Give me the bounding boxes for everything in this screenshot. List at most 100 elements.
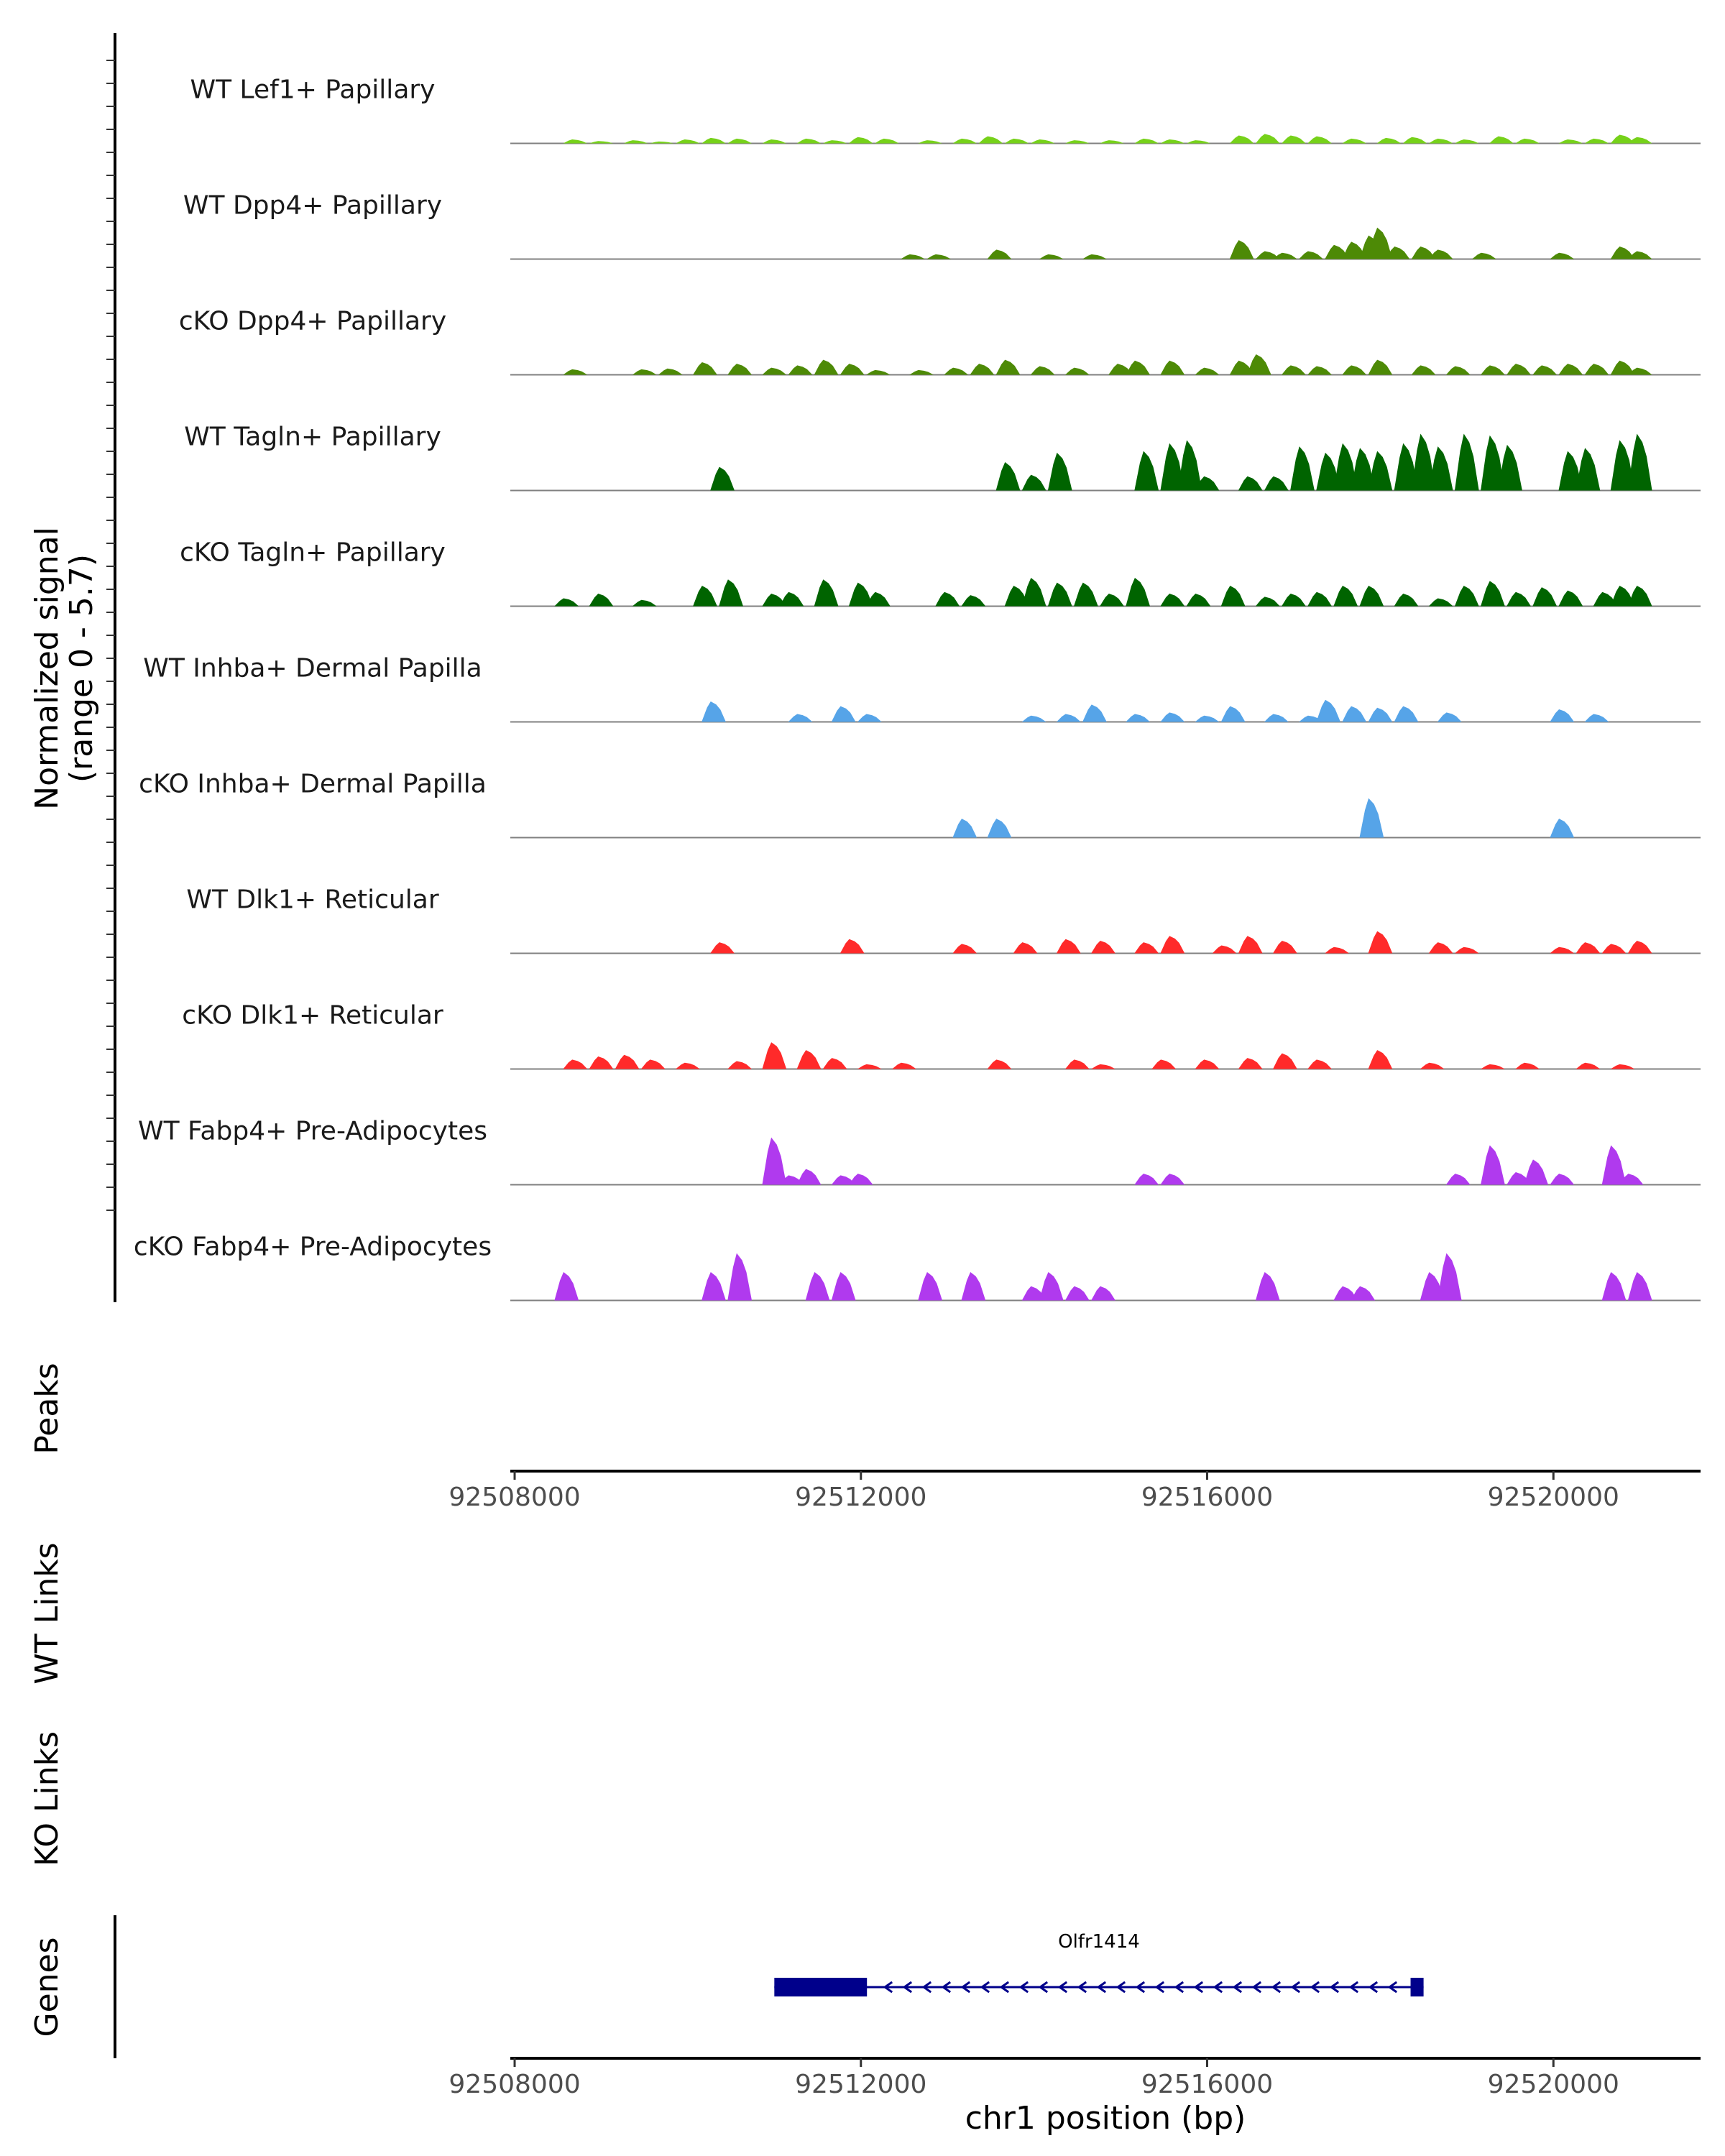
coverage-tracks: WT Lef1+ Papillary WT Dpp4+ Papillary cKO … (134, 75, 1701, 1302)
coverage-peak (987, 819, 1012, 838)
coverage-peak (693, 361, 717, 375)
coverage-peak (1064, 140, 1090, 144)
coverage-peak (554, 598, 579, 607)
coverage-peak (1506, 1171, 1531, 1185)
coverage-peak (987, 1059, 1012, 1069)
coverage-peak (1064, 1059, 1090, 1069)
coverage-peak (814, 579, 839, 607)
gene-strand-arrow (1310, 1981, 1320, 1994)
gene-utr-block (1410, 1978, 1424, 1996)
coverage-peak (1610, 246, 1635, 259)
coverage-peak (1454, 433, 1479, 491)
coverage-peak (1584, 138, 1609, 144)
gene-strand-arrow (980, 1981, 990, 1994)
coverage-peak (1126, 360, 1151, 375)
coverage-peak (1100, 140, 1124, 144)
gene-strand-arrow (902, 1981, 913, 1994)
coverage-peak (727, 138, 753, 144)
gene-strand-arrow (1387, 1981, 1398, 1994)
coverage-peak (796, 138, 822, 144)
gene-strand-arrow (1329, 1981, 1340, 1994)
coverage-peak (702, 1272, 726, 1301)
coverage-peak (1498, 444, 1522, 491)
coverage-peak (1160, 1174, 1185, 1185)
coverage-peak (589, 1056, 614, 1069)
coverage-peak (1064, 1286, 1090, 1301)
coverage-peak (1091, 940, 1116, 954)
coverage-peak (1584, 714, 1609, 722)
coverage-peak (1160, 360, 1185, 375)
track-3: cKO Dpp4+ Papillary (179, 307, 1701, 376)
coverage-peak (1021, 1286, 1046, 1301)
coverage-peak (1394, 593, 1419, 607)
coverage-peak (978, 136, 1003, 144)
coverage-peak (840, 364, 865, 375)
coverage-peak (1134, 451, 1159, 491)
coverage-peak (1004, 138, 1029, 144)
coverage-peak (1229, 240, 1254, 259)
coverage-peak (1004, 585, 1029, 607)
coverage-peak (710, 942, 735, 954)
coverage-peak (1610, 440, 1635, 491)
coverage-peak (1238, 1058, 1263, 1069)
coverage-peak (1385, 246, 1410, 259)
coverage-peak (676, 1062, 700, 1069)
coverage-peak (727, 364, 753, 375)
coverage-peak (1619, 1174, 1644, 1185)
coverage-peak (805, 1272, 830, 1301)
coverage-peak (1273, 252, 1297, 259)
coverage-peak (857, 714, 882, 722)
coverage-peak (1524, 1159, 1549, 1185)
coverage-peak (840, 939, 865, 954)
gene-strand-arrow (1038, 1981, 1049, 1994)
coverage-peak (1342, 138, 1367, 144)
coverage-peak (1420, 1272, 1445, 1301)
coverage-peak (1428, 942, 1453, 954)
coverage-peak (892, 1062, 916, 1069)
coverage-peak (1195, 367, 1220, 375)
coverage-peak (909, 369, 934, 375)
coverage-peak (848, 1174, 873, 1185)
coverage-peak (1282, 365, 1306, 375)
coverage-peak (1212, 945, 1237, 954)
track-label: WT Dlk1+ Reticular (186, 885, 438, 915)
coverage-peak (589, 593, 614, 607)
gene-strand-arrow (1290, 1981, 1301, 1994)
coverage-peak (1039, 1272, 1064, 1301)
ko-links-panel-title: KO Links (29, 1731, 65, 1866)
gene-strand-arrow (1135, 1981, 1146, 1994)
coverage-peak (1091, 1064, 1116, 1069)
gene-model: Olfr1414 (774, 1931, 1424, 1996)
coverage-peak (1593, 591, 1618, 607)
genes-panel-title: Genes (29, 1937, 65, 2037)
coverage-peak (1126, 714, 1151, 722)
gene-strand-arrow (1154, 1981, 1165, 1994)
coverage-peak (1428, 446, 1453, 491)
coverage-peak (995, 462, 1021, 491)
coverage-peak (1515, 138, 1540, 144)
coverage-peak (1601, 1272, 1627, 1301)
coverage-peak (1550, 946, 1575, 954)
coverage-peak (1359, 798, 1384, 838)
coverage-peak (788, 365, 813, 375)
coverage-peak (1030, 139, 1055, 144)
track-2: WT Dpp4+ Papillary (183, 191, 1701, 260)
coverage-peak (1342, 241, 1367, 259)
track-4: WT Tagln+ Papillary (184, 423, 1701, 492)
coverage-peak (1282, 135, 1306, 144)
gene-strand-arrow (1096, 1981, 1107, 1994)
coverage-peak (952, 819, 978, 838)
coverage-peak (865, 591, 891, 607)
coverage-peak (1160, 712, 1185, 722)
coverage-peak (1082, 254, 1107, 259)
coverage-peak (623, 140, 648, 144)
coverage-peak (1368, 227, 1393, 259)
coverage-peak (1220, 706, 1246, 722)
coverage-peak (1195, 476, 1220, 491)
coverage-peak (1273, 1053, 1297, 1069)
coverage-peak (1100, 593, 1124, 607)
coverage-peak (970, 364, 995, 375)
coverage-peak (1454, 585, 1479, 607)
coverage-peak (848, 137, 873, 144)
